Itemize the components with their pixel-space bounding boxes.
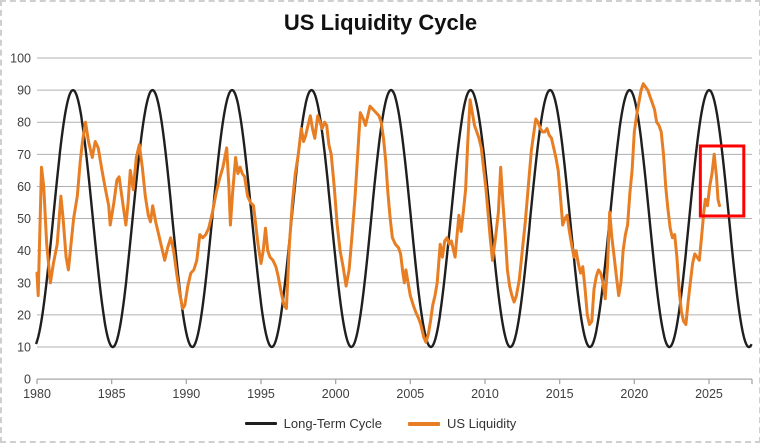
svg-text:40: 40 bbox=[17, 244, 31, 258]
svg-text:60: 60 bbox=[17, 180, 31, 194]
legend-item-long-term-cycle: Long-Term Cycle bbox=[244, 416, 382, 431]
svg-text:80: 80 bbox=[17, 116, 31, 130]
x-axis-labels: 1980 1985 1990 1995 2000 2005 2010 2015 2020 2025 bbox=[23, 387, 723, 401]
svg-text:1995: 1995 bbox=[247, 387, 275, 401]
us-liquidity-line-swatch bbox=[407, 421, 440, 426]
svg-text:20: 20 bbox=[17, 308, 31, 322]
svg-text:2000: 2000 bbox=[322, 387, 350, 401]
svg-text:10: 10 bbox=[17, 340, 31, 354]
highlight-box bbox=[698, 144, 746, 218]
svg-text:100: 100 bbox=[10, 52, 31, 66]
svg-text:1990: 1990 bbox=[172, 387, 200, 401]
chart-legend: Long-Term Cycle US Liquidity bbox=[2, 416, 759, 431]
svg-text:1980: 1980 bbox=[23, 387, 51, 401]
svg-text:30: 30 bbox=[17, 276, 31, 290]
long-term-cycle-line-swatch bbox=[244, 422, 277, 425]
svg-text:50: 50 bbox=[17, 212, 31, 226]
svg-text:1985: 1985 bbox=[98, 387, 126, 401]
svg-text:2020: 2020 bbox=[620, 387, 648, 401]
svg-text:90: 90 bbox=[17, 84, 31, 98]
legend-item-us-liquidity: US Liquidity bbox=[407, 416, 517, 431]
svg-text:2010: 2010 bbox=[471, 387, 499, 401]
y-axis-labels: 0 10 20 30 40 50 60 70 80 90 100 bbox=[10, 52, 31, 387]
svg-text:2015: 2015 bbox=[546, 387, 574, 401]
long-term-cycle-line bbox=[34, 88, 753, 349]
legend-label: Long-Term Cycle bbox=[283, 416, 382, 431]
svg-text:0: 0 bbox=[24, 373, 31, 387]
x-axis bbox=[36, 378, 753, 385]
us-liquidity-line bbox=[35, 82, 721, 344]
chart-title: US Liquidity Cycle bbox=[283, 10, 478, 35]
svg-text:70: 70 bbox=[17, 148, 31, 162]
svg-text:2025: 2025 bbox=[695, 387, 723, 401]
legend-label: US Liquidity bbox=[446, 416, 517, 431]
svg-text:2005: 2005 bbox=[396, 387, 424, 401]
gridlines bbox=[37, 57, 752, 348]
